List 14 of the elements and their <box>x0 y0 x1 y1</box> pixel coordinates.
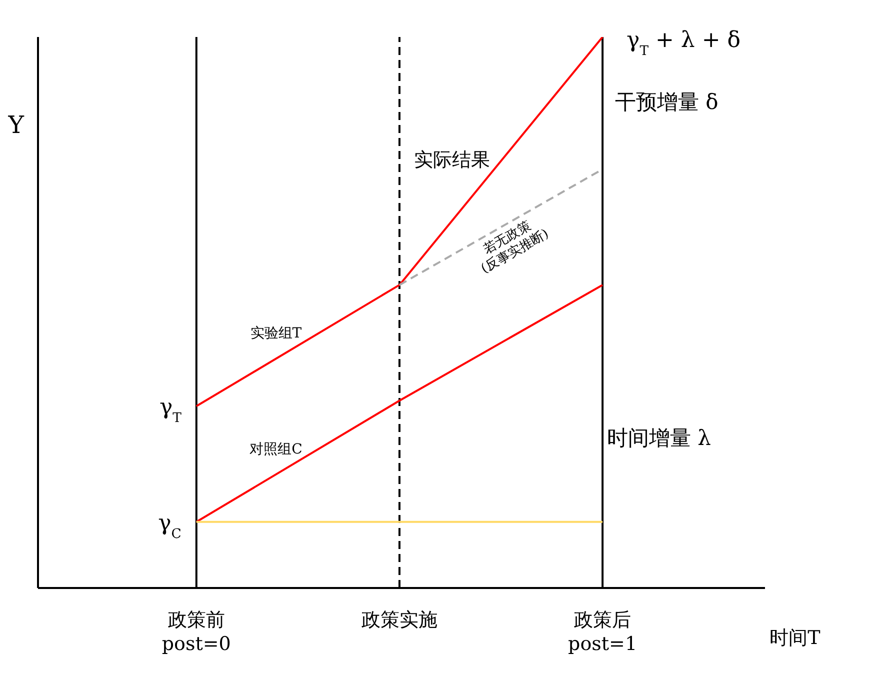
annotation: 实际结果 <box>414 149 490 171</box>
x-tick-label: 政策后 post=1 <box>568 609 638 655</box>
annotation: 干预增量 δ <box>615 90 718 114</box>
x-tick-label: 政策实施 <box>361 609 438 631</box>
x-axis-title: 时间T <box>770 627 821 649</box>
annotation: γ$_{C}$ <box>158 510 182 542</box>
series-label: 对照组C <box>250 441 302 458</box>
y-axis-title: Y <box>7 111 26 139</box>
series-label: 实验组T <box>250 326 302 342</box>
x-tick-label: 政策前 post=0 <box>162 609 231 655</box>
annotation: γ$_{T}$ <box>159 395 182 426</box>
annotation: γ$_{T}$ + λ + δ <box>626 28 741 58</box>
text: 若无政策 (反事实推断) <box>478 218 552 277</box>
annotation: 时间增量 λ <box>607 426 711 450</box>
